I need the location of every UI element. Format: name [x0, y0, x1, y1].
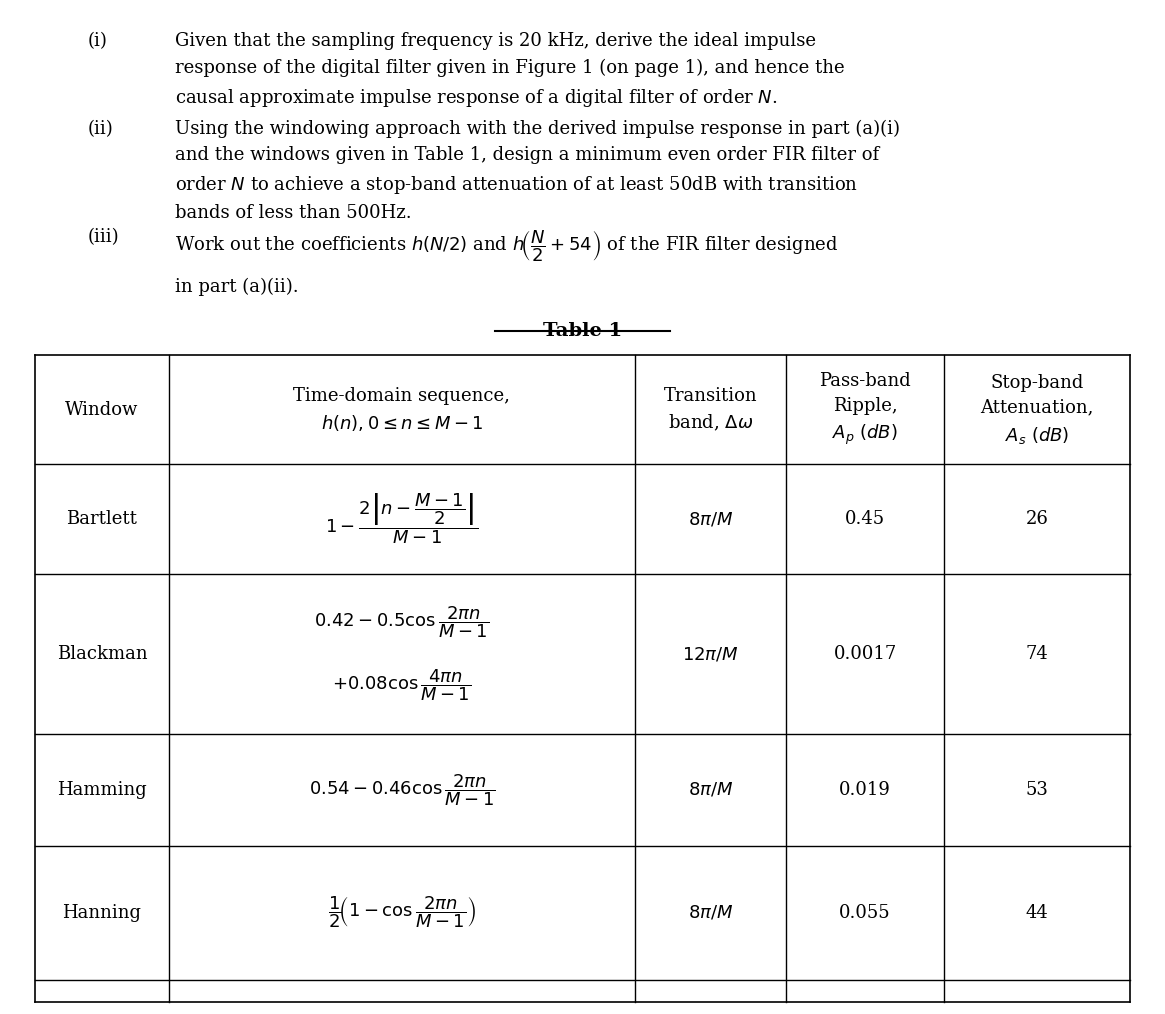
Text: $\dfrac{1}{2}\!\left(1 - \cos\dfrac{2\pi n}{M-1}\right)$: $\dfrac{1}{2}\!\left(1 - \cos\dfrac{2\pi…: [327, 894, 476, 931]
Text: (i): (i): [87, 32, 107, 51]
Text: (ii): (ii): [87, 120, 113, 138]
Text: Work out the coefficients $h(N/2)$ and $h\!\left(\dfrac{N}{2} + 54\right)$ of th: Work out the coefficients $h(N/2)$ and $…: [175, 228, 838, 264]
Text: $8\pi/M$: $8\pi/M$: [689, 510, 733, 528]
Text: 26: 26: [1025, 510, 1048, 528]
Text: $8\pi/M$: $8\pi/M$: [689, 903, 733, 922]
Text: Hanning: Hanning: [63, 903, 141, 922]
Text: Pass-band
Ripple,
$A_p$ $(dB)$: Pass-band Ripple, $A_p$ $(dB)$: [819, 372, 911, 447]
Text: 0.0017: 0.0017: [833, 645, 897, 663]
Text: 0.055: 0.055: [839, 903, 891, 922]
Text: Stop-band
Attenuation,
$A_s$ $(dB)$: Stop-band Attenuation, $A_s$ $(dB)$: [980, 373, 1094, 446]
Text: 0.019: 0.019: [839, 781, 891, 799]
Text: Window: Window: [65, 401, 139, 419]
Text: Transition
band, $\Delta\omega$: Transition band, $\Delta\omega$: [664, 386, 757, 433]
Text: Time-domain sequence,
$h(n), 0 \leq n \leq M - 1$: Time-domain sequence, $h(n), 0 \leq n \l…: [294, 386, 510, 433]
Text: $1 - \dfrac{2\left|n - \dfrac{M-1}{2}\right|}{M-1}$: $1 - \dfrac{2\left|n - \dfrac{M-1}{2}\ri…: [325, 492, 479, 547]
Text: Given that the sampling frequency is 20 kHz, derive the ideal impulse
response o: Given that the sampling frequency is 20 …: [175, 32, 845, 108]
Text: $0.42 - 0.5\cos\dfrac{2\pi n}{M-1}$
$+ 0.08\cos\dfrac{4\pi n}{M-1}$: $0.42 - 0.5\cos\dfrac{2\pi n}{M-1}$ $+ 0…: [315, 604, 489, 704]
Text: 74: 74: [1025, 645, 1048, 663]
Text: 0.45: 0.45: [845, 510, 885, 528]
Text: Using the windowing approach with the derived impulse response in part (a)(i)
an: Using the windowing approach with the de…: [175, 120, 899, 222]
Text: Table 1: Table 1: [543, 322, 622, 341]
Text: 44: 44: [1025, 903, 1048, 922]
Text: in part (a)(ii).: in part (a)(ii).: [175, 278, 298, 296]
Text: $0.54 - 0.46\cos\dfrac{2\pi n}{M-1}$: $0.54 - 0.46\cos\dfrac{2\pi n}{M-1}$: [309, 772, 495, 808]
Text: Hamming: Hamming: [57, 781, 147, 799]
Text: $8\pi/M$: $8\pi/M$: [689, 781, 733, 799]
Text: (iii): (iii): [87, 228, 119, 246]
Text: Blackman: Blackman: [57, 645, 147, 663]
Text: Bartlett: Bartlett: [66, 510, 137, 528]
Text: 53: 53: [1025, 781, 1048, 799]
Text: $12\pi/M$: $12\pi/M$: [683, 645, 739, 663]
